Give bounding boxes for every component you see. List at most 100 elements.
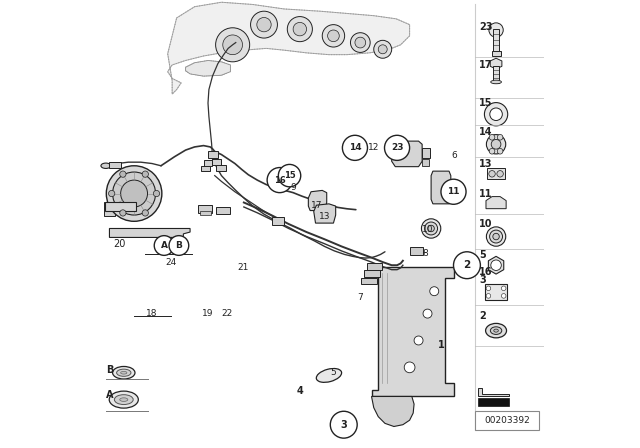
Circle shape bbox=[374, 40, 392, 58]
Circle shape bbox=[404, 362, 415, 373]
Circle shape bbox=[342, 135, 367, 160]
Circle shape bbox=[120, 210, 126, 216]
Circle shape bbox=[323, 25, 344, 47]
Text: 19: 19 bbox=[202, 309, 214, 318]
Circle shape bbox=[142, 171, 148, 177]
Text: 1: 1 bbox=[438, 340, 444, 350]
Circle shape bbox=[106, 166, 162, 221]
Circle shape bbox=[414, 336, 423, 345]
Polygon shape bbox=[371, 267, 454, 396]
Text: B: B bbox=[175, 241, 182, 250]
Circle shape bbox=[328, 30, 339, 42]
Polygon shape bbox=[186, 60, 230, 76]
Circle shape bbox=[501, 286, 506, 291]
Circle shape bbox=[142, 210, 148, 216]
Polygon shape bbox=[486, 197, 506, 209]
Text: 14: 14 bbox=[479, 127, 493, 137]
Circle shape bbox=[492, 139, 501, 149]
Polygon shape bbox=[314, 204, 336, 223]
Polygon shape bbox=[484, 284, 508, 300]
Polygon shape bbox=[478, 388, 509, 396]
Text: 24: 24 bbox=[166, 258, 177, 267]
Circle shape bbox=[491, 260, 501, 271]
Bar bbox=[216, 165, 226, 171]
Circle shape bbox=[109, 190, 115, 197]
Circle shape bbox=[489, 134, 495, 140]
Circle shape bbox=[216, 28, 250, 62]
Bar bbox=[493, 29, 499, 52]
Text: 14: 14 bbox=[349, 143, 361, 152]
Circle shape bbox=[355, 37, 365, 48]
Ellipse shape bbox=[116, 369, 131, 376]
Circle shape bbox=[454, 252, 481, 279]
Ellipse shape bbox=[486, 323, 506, 338]
Text: 17: 17 bbox=[479, 60, 493, 70]
Ellipse shape bbox=[113, 366, 135, 379]
Bar bbox=[410, 247, 423, 255]
Text: 21: 21 bbox=[237, 263, 248, 272]
Polygon shape bbox=[168, 2, 410, 94]
Circle shape bbox=[278, 164, 301, 187]
Polygon shape bbox=[109, 228, 190, 237]
Circle shape bbox=[497, 171, 503, 177]
Text: 20: 20 bbox=[113, 239, 125, 249]
Bar bbox=[105, 202, 136, 211]
Circle shape bbox=[489, 148, 495, 154]
Ellipse shape bbox=[121, 371, 127, 374]
Bar bbox=[422, 148, 430, 158]
Bar bbox=[487, 168, 505, 180]
Bar bbox=[198, 205, 212, 213]
Circle shape bbox=[287, 17, 312, 42]
Text: 11: 11 bbox=[447, 187, 460, 196]
Ellipse shape bbox=[109, 391, 138, 408]
Circle shape bbox=[154, 236, 174, 255]
Ellipse shape bbox=[115, 395, 133, 405]
Text: 16: 16 bbox=[479, 267, 493, 277]
Circle shape bbox=[490, 108, 502, 121]
Bar bbox=[104, 202, 115, 216]
Circle shape bbox=[120, 171, 126, 177]
Polygon shape bbox=[488, 256, 504, 274]
Polygon shape bbox=[490, 58, 502, 69]
Text: 17: 17 bbox=[310, 201, 322, 210]
Ellipse shape bbox=[491, 80, 502, 84]
Bar bbox=[212, 159, 221, 165]
Text: 23: 23 bbox=[391, 143, 403, 152]
Circle shape bbox=[330, 411, 357, 438]
Text: 12: 12 bbox=[368, 143, 380, 152]
Circle shape bbox=[428, 225, 435, 232]
Text: 23: 23 bbox=[479, 22, 493, 32]
Circle shape bbox=[251, 11, 278, 38]
Text: 10: 10 bbox=[422, 225, 433, 234]
Circle shape bbox=[257, 17, 271, 32]
Bar bbox=[367, 263, 382, 270]
Circle shape bbox=[490, 230, 502, 243]
Bar bbox=[476, 411, 539, 430]
Circle shape bbox=[484, 103, 508, 126]
Circle shape bbox=[421, 219, 441, 238]
Ellipse shape bbox=[494, 329, 499, 332]
Text: A: A bbox=[161, 241, 168, 250]
Bar bbox=[216, 207, 230, 214]
Text: 8: 8 bbox=[422, 249, 428, 258]
Polygon shape bbox=[392, 141, 422, 167]
Circle shape bbox=[113, 172, 156, 215]
Ellipse shape bbox=[120, 398, 128, 401]
Circle shape bbox=[293, 22, 307, 36]
Circle shape bbox=[425, 222, 438, 235]
Text: 10: 10 bbox=[479, 219, 493, 229]
Ellipse shape bbox=[316, 369, 342, 382]
Polygon shape bbox=[371, 396, 414, 426]
Circle shape bbox=[486, 227, 506, 246]
Bar bbox=[200, 211, 211, 215]
Ellipse shape bbox=[490, 327, 502, 334]
Bar bbox=[492, 51, 500, 56]
Text: A: A bbox=[106, 390, 113, 400]
Circle shape bbox=[351, 33, 370, 52]
Text: 15: 15 bbox=[284, 171, 296, 180]
Text: 16: 16 bbox=[274, 176, 285, 185]
Bar bbox=[202, 166, 211, 171]
Circle shape bbox=[489, 23, 503, 37]
Circle shape bbox=[267, 168, 292, 193]
Circle shape bbox=[430, 287, 439, 296]
